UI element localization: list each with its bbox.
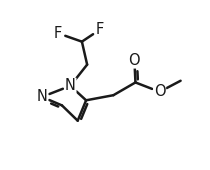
Text: F: F [96,22,104,37]
Text: N: N [37,89,47,104]
Text: O: O [154,84,165,99]
Text: F: F [54,26,62,41]
Text: N: N [65,78,76,93]
Text: O: O [129,53,140,68]
